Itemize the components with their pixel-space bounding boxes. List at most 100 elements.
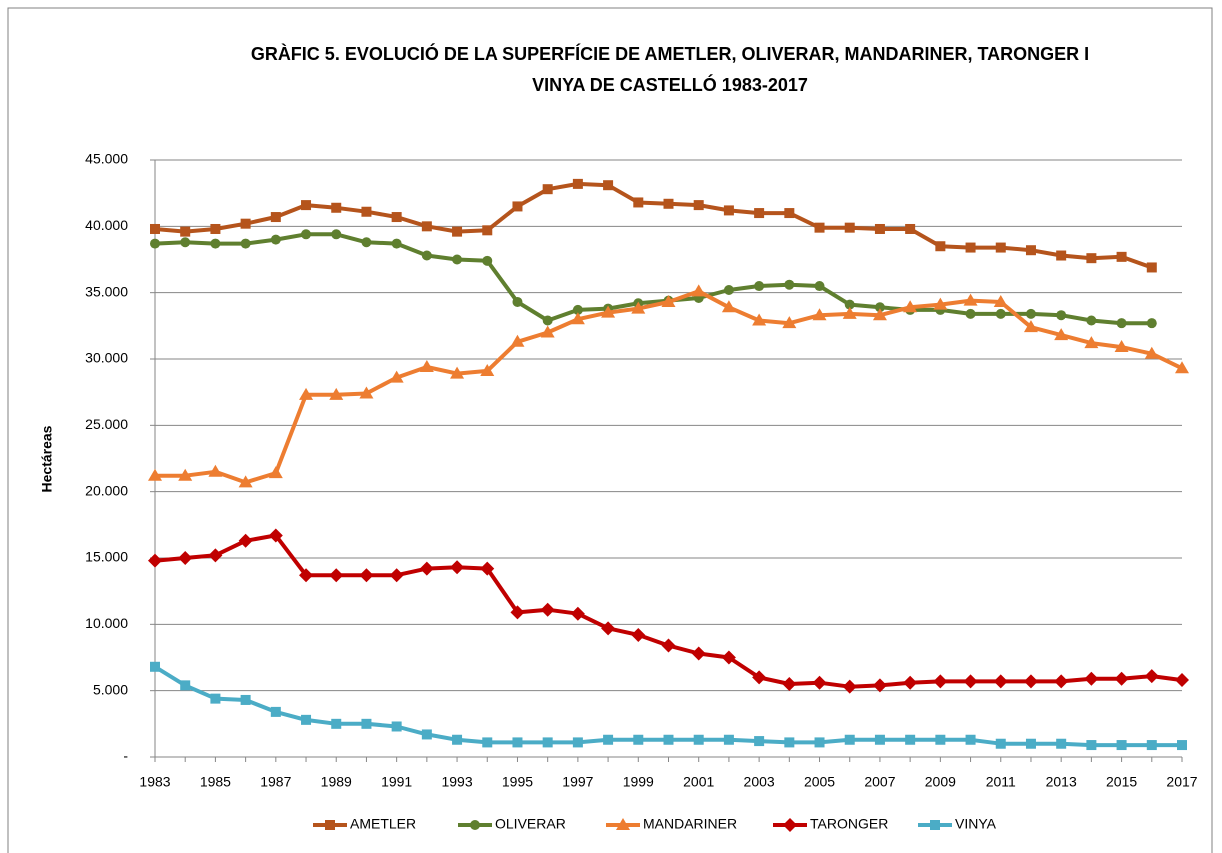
data-point [510, 605, 525, 620]
data-point [965, 734, 976, 745]
data-point [570, 312, 585, 325]
data-point [421, 221, 432, 232]
data-point [570, 606, 585, 621]
data-point [238, 475, 253, 488]
y-tick-label: 20.000 [85, 482, 128, 498]
data-point [1116, 318, 1127, 329]
data-point [782, 316, 797, 329]
data-point [1114, 340, 1129, 353]
data-point [359, 386, 374, 399]
data-point [452, 254, 463, 265]
data-point [752, 670, 767, 685]
data-point [963, 674, 978, 689]
data-point [148, 468, 162, 481]
data-point [993, 294, 1008, 307]
data-point [874, 302, 885, 313]
data-point [542, 184, 553, 195]
data-point [452, 734, 463, 745]
x-tick-label: 2013 [1046, 774, 1077, 790]
data-point [752, 313, 767, 326]
data-point [419, 359, 434, 372]
y-tick-label: 45.000 [85, 151, 128, 167]
data-point [572, 737, 583, 748]
data-point [361, 237, 372, 248]
data-point [935, 241, 946, 252]
data-point [450, 560, 465, 575]
data-point [1054, 674, 1069, 689]
data-point [1086, 315, 1097, 326]
data-point [178, 551, 193, 565]
data-point [754, 736, 765, 747]
data-point [1086, 253, 1097, 264]
data-point [661, 638, 676, 653]
data-point [178, 468, 193, 481]
data-point [1086, 740, 1097, 751]
y-axis-label: Hectáreas [39, 425, 55, 492]
data-point [268, 466, 283, 479]
data-point [631, 301, 646, 314]
data-point [663, 198, 674, 209]
data-point [240, 694, 251, 705]
x-tick-label: 2015 [1106, 774, 1137, 790]
data-point [510, 334, 525, 347]
data-point [391, 238, 402, 249]
data-point [844, 299, 855, 310]
data-point [1084, 671, 1099, 686]
data-point [540, 325, 555, 338]
data-point [1025, 308, 1036, 319]
data-point [784, 208, 795, 219]
data-point [844, 734, 855, 745]
data-point [935, 734, 946, 745]
data-point [812, 675, 827, 690]
legend-marker [616, 818, 630, 830]
data-point [301, 229, 312, 240]
data-point [329, 568, 344, 583]
data-point [208, 464, 223, 477]
data-point [1146, 740, 1157, 751]
data-point [691, 284, 706, 297]
data-point [150, 661, 160, 672]
data-point [1025, 738, 1036, 749]
x-tick-label: 2001 [683, 774, 714, 790]
x-tick-label: 1997 [562, 774, 593, 790]
data-point [450, 366, 465, 379]
data-point [150, 223, 160, 234]
data-point [391, 721, 402, 732]
data-point [512, 737, 523, 748]
data-point [329, 387, 344, 400]
x-tick-label: 2017 [1166, 774, 1197, 790]
data-point [361, 206, 372, 217]
data-point [268, 528, 283, 543]
legend-marker [930, 820, 940, 830]
data-point [1056, 310, 1067, 321]
data-point [905, 734, 916, 745]
x-tick-label: 1987 [260, 774, 291, 790]
data-point [1146, 262, 1157, 273]
data-point [874, 734, 885, 745]
data-point [270, 706, 281, 717]
data-point [299, 387, 314, 400]
y-tick-label: 10.000 [85, 615, 128, 631]
data-point [933, 297, 948, 310]
data-point [814, 737, 825, 748]
y-tick-label: 30.000 [85, 350, 128, 366]
data-point [631, 627, 646, 642]
data-point [903, 675, 918, 690]
x-tick-label: 1985 [200, 774, 231, 790]
data-point [1114, 671, 1129, 686]
legend-label: AMETLER [350, 816, 416, 832]
x-tick-label: 2005 [804, 774, 835, 790]
data-point [210, 693, 221, 704]
data-point [995, 308, 1006, 319]
data-point [542, 315, 553, 326]
data-point [452, 226, 463, 237]
data-point [421, 250, 432, 261]
y-tick-label: 35.000 [85, 283, 128, 299]
data-point [1175, 673, 1189, 688]
data-point [1056, 250, 1067, 261]
data-point [693, 200, 704, 211]
data-point [480, 561, 495, 576]
data-point [965, 308, 976, 319]
data-point [1054, 328, 1069, 341]
series-line [154, 232, 1152, 326]
